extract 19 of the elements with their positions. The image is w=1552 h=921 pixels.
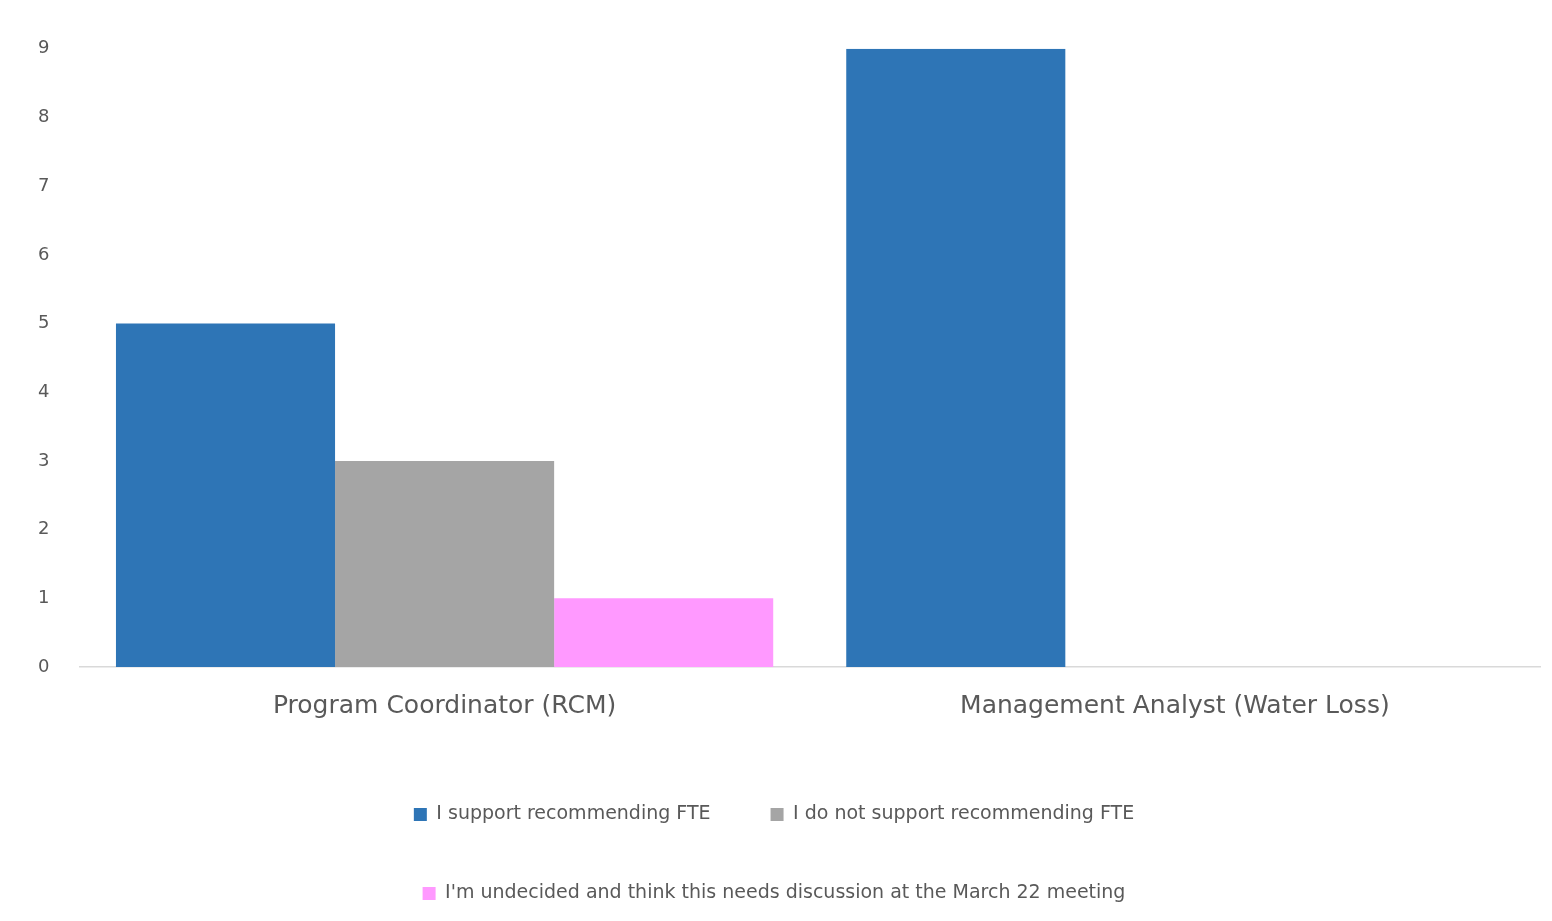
- x-tick-label: Program Coordinator (RCM): [272, 689, 617, 719]
- y-tick-label: 9: [38, 36, 50, 58]
- y-tick-label: 8: [38, 105, 50, 127]
- legend-label: I'm undecided and think this needs discussion at the March 22 meeting: [445, 880, 1126, 903]
- bar: [554, 598, 774, 667]
- bar: [846, 48, 1066, 667]
- bar: [335, 460, 555, 667]
- y-tick-label: 2: [38, 517, 50, 539]
- bar: [115, 323, 336, 667]
- legend-label: I do not support recommending FTE: [793, 801, 1135, 824]
- y-tick-label: 5: [38, 311, 50, 333]
- y-tick-label: 0: [38, 654, 50, 676]
- y-tick-label: 1: [38, 585, 50, 607]
- y-tick-label: 6: [38, 242, 50, 264]
- y-tick-label: 3: [38, 448, 50, 470]
- legend-label: I support recommending FTE: [436, 801, 711, 824]
- y-tick-label: 4: [38, 379, 50, 401]
- y-tick-label: 7: [38, 173, 50, 195]
- x-tick-label: Management Analyst (Water Loss): [960, 689, 1390, 719]
